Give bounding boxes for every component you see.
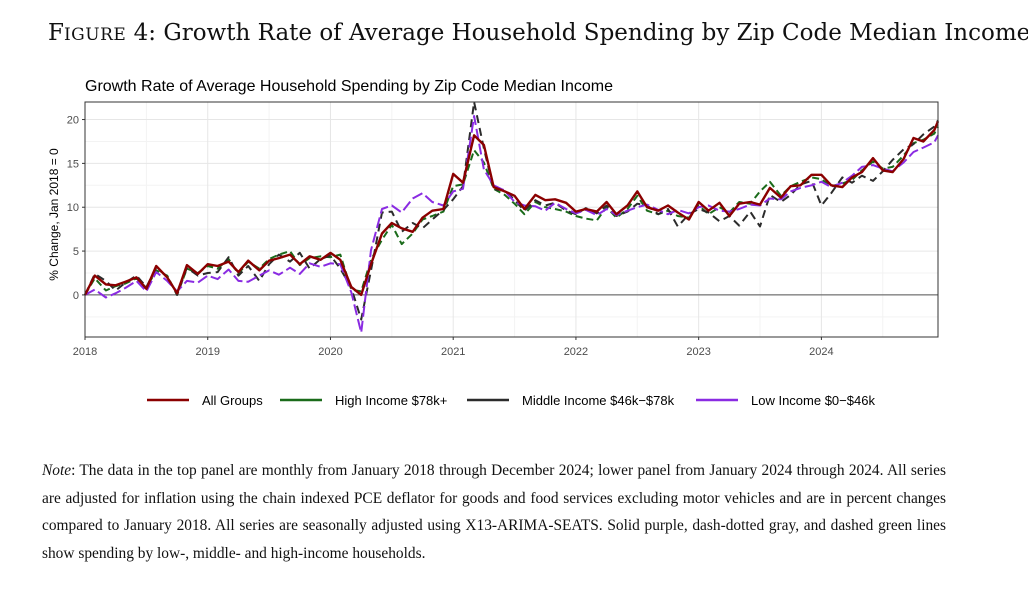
x-tick-label: 2020 bbox=[318, 346, 342, 358]
legend: All Groups High Income $78k+ Middle Income… bbox=[147, 393, 875, 408]
y-tick-label: 0 bbox=[73, 290, 79, 302]
y-tick-label: 10 bbox=[67, 202, 79, 214]
x-tick-label: 2024 bbox=[809, 346, 833, 358]
legend-label-high-income-78k: High Income $78k+ bbox=[335, 393, 447, 408]
x-axis: 2018 2019 2020 2021 2022 2023 2024 bbox=[73, 337, 834, 358]
figure-number: 4: bbox=[134, 20, 156, 46]
y-tick-label: 15 bbox=[67, 158, 79, 170]
figure-label-rest: IGURE bbox=[64, 25, 126, 45]
figure-caption: FIGURE 4: Growth Rate of Average Househo… bbox=[48, 20, 1008, 46]
x-tick-label: 2023 bbox=[686, 346, 710, 358]
y-axis: 0 5 10 15 20 bbox=[67, 115, 85, 302]
figure-note: Note: The data in the top panel are mont… bbox=[42, 457, 946, 567]
x-tick-label: 2018 bbox=[73, 346, 97, 358]
x-tick-label: 2019 bbox=[195, 346, 219, 358]
legend-label-middle-income-46k-78k: Middle Income $46k−$78k bbox=[522, 393, 675, 408]
figure-label-initial: F bbox=[48, 20, 64, 46]
figure-title: Growth Rate of Average Household Spendin… bbox=[163, 20, 1028, 46]
legend-label-low-income-0-46k: Low Income $0−$46k bbox=[751, 393, 875, 408]
y-axis-label: % Change, Jan 2018 = 0 bbox=[47, 148, 61, 281]
y-tick-label: 20 bbox=[67, 115, 79, 127]
plot-background bbox=[85, 102, 938, 337]
chart-title: Growth Rate of Average Household Spendin… bbox=[85, 78, 613, 95]
y-tick-label: 5 bbox=[73, 246, 79, 258]
note-text: The data in the top panel are monthly fr… bbox=[42, 462, 946, 562]
legend-label-all-groups: All Groups bbox=[202, 393, 263, 408]
x-tick-label: 2021 bbox=[441, 346, 465, 358]
line-chart: Growth Rate of Average Household Spendin… bbox=[0, 62, 1028, 422]
note-label: Note bbox=[42, 462, 71, 479]
x-tick-label: 2022 bbox=[564, 346, 588, 358]
